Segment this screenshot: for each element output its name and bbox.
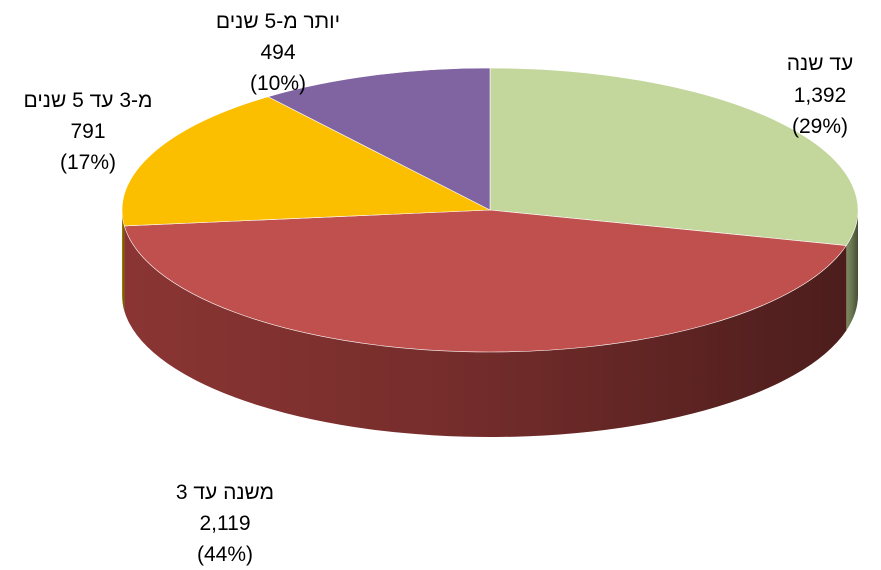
pie-side-shade-0 bbox=[846, 210, 858, 331]
label-slice-2-percent: (17%) bbox=[60, 151, 116, 174]
pie-depth-sides bbox=[122, 210, 858, 438]
label-slice-3-name: יותר מ-5 שנים bbox=[216, 10, 340, 33]
pie-slice-2 bbox=[121, 96, 492, 227]
label-slice-3-value: 494 bbox=[260, 41, 295, 64]
label-slice-2-name: מ-3 עד 5 שנים bbox=[24, 89, 153, 112]
label-slice-1-value: 2,119 bbox=[200, 512, 251, 535]
pie-slices bbox=[121, 67, 859, 353]
label-slice-2-value: 791 bbox=[70, 120, 105, 143]
label-slice-1-name: משנה עד 3 bbox=[176, 481, 274, 504]
label-slice-0-value: 1,392 bbox=[794, 84, 847, 107]
label-slice-1-percent: (44%) bbox=[197, 543, 253, 566]
pie-side-shade-2 bbox=[122, 210, 125, 311]
pie-slice-0 bbox=[489, 67, 859, 246]
pie-data-labels: עד שנה 1,392 (29%) משנה עד 3 2,119 (44%)… bbox=[24, 10, 854, 566]
label-slice-3-percent: (10%) bbox=[250, 72, 306, 95]
pie-side-shade-1 bbox=[124, 225, 847, 438]
pie-slice-3 bbox=[267, 67, 491, 211]
pie-slice-1 bbox=[123, 209, 847, 353]
label-slice-0-name: עד שנה bbox=[787, 52, 854, 75]
label-slice-0-percent: (29%) bbox=[792, 115, 848, 138]
